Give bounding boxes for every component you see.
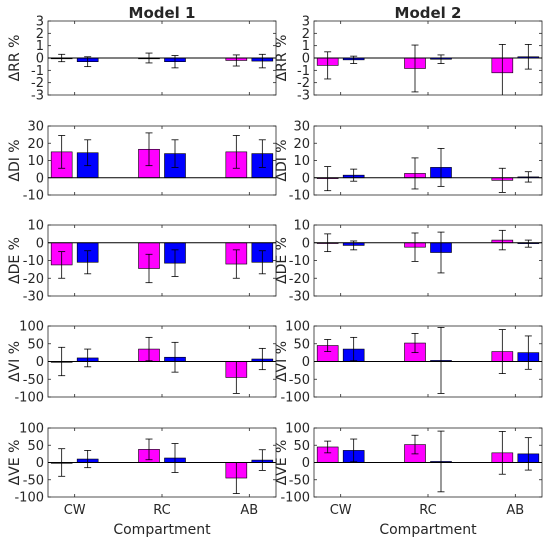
y-tick-label: 20 — [293, 137, 310, 152]
y-axis-label: ΔRR % — [7, 35, 23, 82]
y-tick-label: 0 — [36, 236, 44, 251]
y-tick-label: -100 — [280, 391, 310, 406]
x-tick-label: AB — [506, 503, 524, 518]
column-title-model-1: Model 1 — [129, 4, 196, 22]
y-tick-label: 0 — [36, 52, 44, 67]
y-tick-label: 0 — [36, 171, 44, 186]
y-axis-label: ΔRR % — [274, 35, 290, 82]
y-tick-label: 0 — [302, 236, 310, 251]
y-tick-label: 10 — [27, 154, 44, 169]
x-tick-label: RC — [419, 503, 436, 518]
y-tick-label: -30 — [289, 290, 310, 305]
x-tick-label: CW — [64, 503, 86, 518]
y-tick-label: 3 — [302, 15, 310, 30]
y-tick-label: 1 — [36, 39, 44, 54]
x-tick-label: RC — [153, 503, 170, 518]
y-axis-label: ΔDE % — [7, 237, 23, 284]
y-tick-label: 0 — [36, 456, 44, 471]
y-tick-label: -1 — [31, 64, 44, 79]
y-tick-label: 2 — [302, 27, 310, 42]
y-tick-label: -2 — [297, 76, 310, 91]
y-tick-label: -10 — [23, 189, 44, 204]
y-tick-label: -10 — [23, 254, 44, 269]
y-tick-label: -100 — [280, 491, 310, 506]
panel-7: -100 -50 0 50 100 ΔVI % — [7, 320, 277, 406]
y-tick-label: -1 — [297, 64, 310, 79]
y-tick-label: -3 — [31, 89, 44, 104]
y-tick-label: 100 — [285, 320, 310, 335]
y-tick-label: 0 — [302, 355, 310, 370]
column-title-model-2: Model 2 — [395, 4, 462, 22]
y-tick-label: 3 — [36, 15, 44, 30]
y-tick-label: 30 — [27, 120, 44, 135]
y-tick-label: -50 — [23, 473, 44, 488]
y-tick-label: 1 — [302, 39, 310, 54]
y-tick-label: -10 — [289, 189, 310, 204]
y-tick-label: 2 — [36, 27, 44, 42]
y-tick-label: -100 — [14, 391, 44, 406]
y-axis-label: ΔVI % — [7, 341, 23, 382]
panel-10: -100 -50 0 50 100 ΔVE % CW RC AB — [274, 422, 543, 518]
panel-5: -30 -20 -10 0 10 ΔDE % — [7, 219, 277, 305]
y-tick-label: 0 — [302, 52, 310, 67]
y-tick-label: 30 — [293, 120, 310, 135]
x-axis-label-left: Compartment — [113, 522, 211, 538]
x-tick-label: CW — [330, 503, 352, 518]
y-tick-label: 100 — [285, 422, 310, 437]
y-tick-label: -30 — [23, 290, 44, 305]
y-axis-label: ΔVE % — [274, 440, 290, 486]
y-tick-label: 20 — [27, 137, 44, 152]
y-axis-label: ΔDI % — [274, 139, 290, 181]
y-tick-label: -2 — [31, 76, 44, 91]
y-tick-label: 0 — [36, 355, 44, 370]
x-axis-label-right: Compartment — [379, 522, 477, 538]
y-tick-label: 100 — [19, 422, 44, 437]
plot-frame — [313, 125, 543, 196]
y-tick-label: 10 — [27, 219, 44, 234]
y-tick-label: 50 — [27, 337, 44, 352]
y-tick-label: -50 — [289, 373, 310, 388]
plot-frame — [313, 224, 543, 297]
y-tick-label: -20 — [23, 272, 44, 287]
y-tick-label: -20 — [289, 272, 310, 287]
y-tick-label: 100 — [19, 320, 44, 335]
panel-9: -100 -50 0 50 100 ΔVE % CW RC AB — [7, 422, 277, 518]
y-tick-label: 10 — [293, 219, 310, 234]
y-axis-label: ΔDE % — [274, 237, 290, 284]
y-tick-label: 50 — [27, 439, 44, 454]
y-tick-label: 0 — [302, 171, 310, 186]
panel-3: -10 0 10 20 30 ΔDI % — [7, 120, 277, 204]
y-tick-label: 10 — [293, 154, 310, 169]
y-tick-label: -50 — [289, 473, 310, 488]
y-tick-label: -50 — [23, 373, 44, 388]
x-tick-label: AB — [240, 503, 258, 518]
y-tick-label: 50 — [293, 439, 310, 454]
y-tick-label: 50 — [293, 337, 310, 352]
y-axis-label: ΔVE % — [7, 440, 23, 486]
y-axis-label: ΔDI % — [7, 139, 23, 181]
y-tick-label: 0 — [302, 456, 310, 471]
y-tick-label: -100 — [14, 491, 44, 506]
y-tick-label: -10 — [289, 254, 310, 269]
panel-8: -100 -50 0 50 100 ΔVI % — [274, 320, 543, 406]
y-tick-label: -3 — [297, 89, 310, 104]
y-axis-label: ΔVI % — [274, 341, 290, 382]
